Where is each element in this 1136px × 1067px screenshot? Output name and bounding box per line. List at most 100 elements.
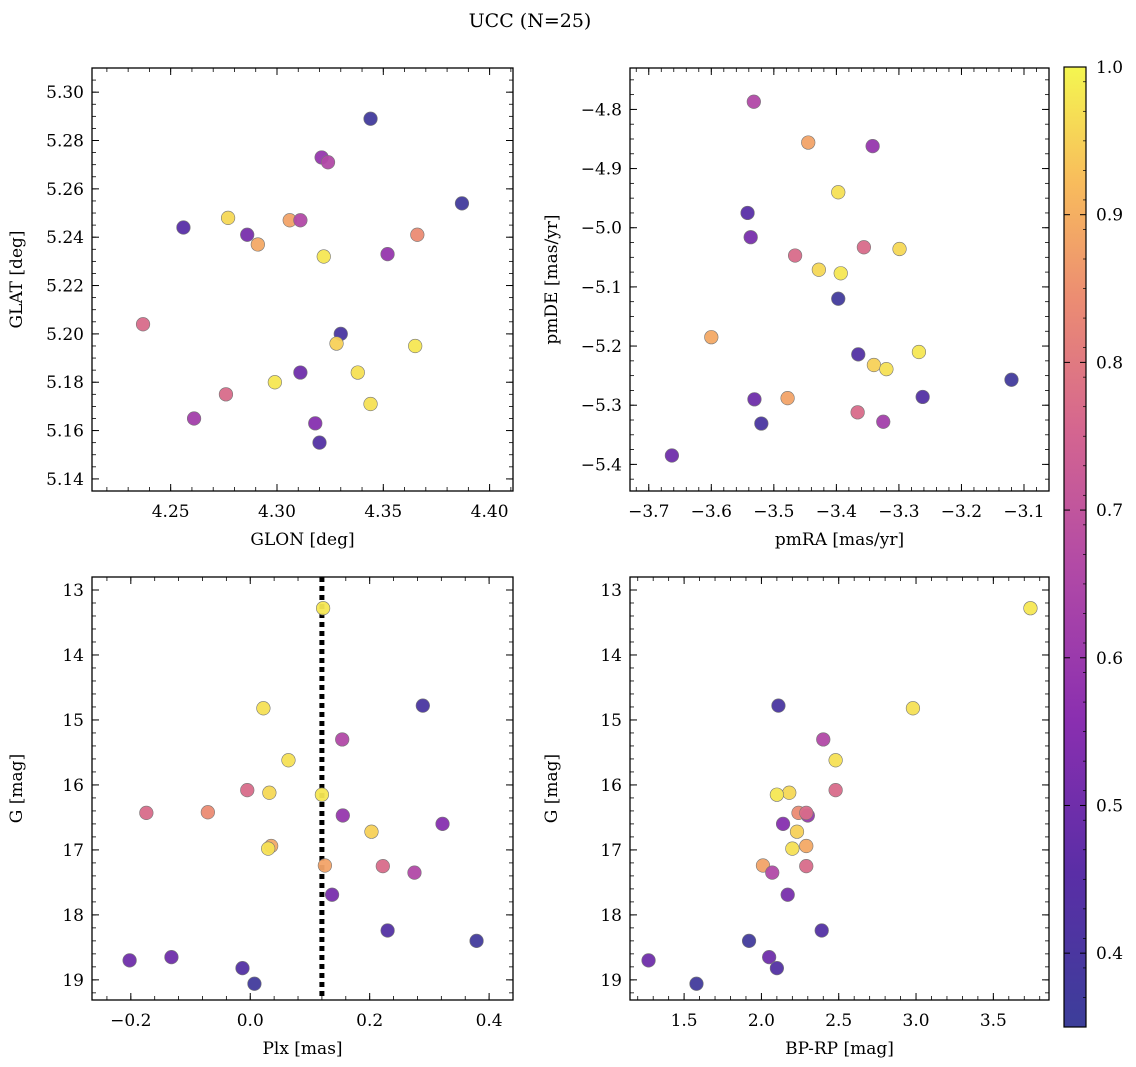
x-tick-label: −3.2 — [941, 502, 982, 522]
data-point — [139, 805, 154, 820]
data-point — [364, 824, 379, 839]
x-tick-label: 4.25 — [152, 502, 190, 522]
data-point — [892, 241, 907, 257]
colorbar-tick-label: 0.4 — [1096, 944, 1123, 964]
data-point — [747, 392, 762, 407]
x-tick-label: 4.35 — [364, 502, 402, 522]
data-point — [262, 785, 277, 800]
data-point — [335, 808, 350, 823]
axes-frame — [629, 576, 1050, 1001]
y-tick-label: 15 — [600, 711, 622, 731]
axes-frame — [91, 67, 514, 492]
y-tick-label: 5.30 — [46, 83, 84, 103]
panel-plx-g: −0.2 0.0 0.2 0.4 13 14 15 16 17 18 19 Plx [mas] G [m… — [7, 576, 514, 1059]
y-tick-label: 13 — [600, 581, 622, 601]
data-point — [831, 185, 846, 200]
data-point — [851, 347, 866, 362]
data-point — [740, 205, 755, 221]
y-axis-label: pmDE [mas/yr] — [542, 214, 562, 344]
data-point — [435, 816, 450, 832]
data-point — [782, 785, 797, 800]
panel-bprp-g: 1.5 2.0 2.5 3.0 3.5 13 14 15 16 17 18 19 BP-RP [mag]… — [542, 576, 1050, 1059]
data-point — [380, 923, 395, 938]
axes-frame — [91, 576, 514, 1001]
x-axis-label: Plx [mas] — [262, 1039, 342, 1059]
y-tick-label: 17 — [600, 841, 622, 861]
ticks: −3.7 −3.6 −3.5 −3.4 −3.3 −3.2 −3.1 −5.4 −5.3 −5.2… — [581, 68, 1050, 522]
data-point — [664, 448, 680, 463]
y-axis-label: GLAT [deg] — [7, 230, 27, 328]
y-tick-label: 5.22 — [46, 277, 84, 297]
data-point — [316, 249, 331, 264]
colorbar-tick-label: 0.7 — [1096, 501, 1123, 521]
axes-frame — [629, 67, 1050, 492]
y-tick-label: 16 — [62, 776, 84, 796]
data-point — [176, 220, 191, 235]
data-point — [240, 783, 255, 798]
ticks: −0.2 0.0 0.2 0.4 13 14 15 16 17 18 19 — [62, 576, 514, 1031]
colorbar: 0.4 0.5 0.6 0.7 0.8 0.9 1.0 — [1063, 58, 1123, 1028]
data-point — [250, 237, 265, 252]
y-tick-label: 5.16 — [46, 422, 84, 442]
data-point — [762, 950, 777, 965]
data-point — [833, 266, 848, 281]
data-point — [218, 387, 234, 402]
y-tick-label: 14 — [62, 646, 84, 666]
x-tick-label: 0.2 — [356, 1011, 383, 1031]
data-point — [293, 365, 308, 380]
data-point — [407, 865, 422, 880]
colorbar-ticks: 0.4 0.5 0.6 0.7 0.8 0.9 1.0 — [1064, 58, 1123, 1028]
y-tick-label: −5.2 — [581, 337, 622, 357]
data-point — [911, 344, 927, 360]
data-point — [850, 405, 865, 420]
x-tick-label: 4.40 — [471, 502, 509, 522]
figure-title: UCC (N=25) — [469, 10, 592, 32]
data-point — [828, 753, 843, 768]
y-tick-label: 19 — [600, 971, 622, 991]
x-tick-label: −0.2 — [110, 1011, 151, 1031]
data-point — [314, 787, 330, 802]
ticks: 1.5 2.0 2.5 3.0 3.5 13 14 15 16 17 18 19 — [600, 576, 1049, 1031]
y-tick-label: 5.28 — [46, 132, 84, 152]
x-tick-label: −3.6 — [691, 502, 732, 522]
data-point — [320, 155, 336, 170]
x-tick-label: −3.5 — [753, 502, 794, 522]
y-tick-label: 13 — [62, 581, 84, 601]
colorbar-tick-label: 0.9 — [1096, 206, 1123, 226]
data-point — [905, 701, 921, 716]
x-tick-label: 4.30 — [258, 502, 296, 522]
y-tick-label: 15 — [62, 711, 84, 731]
x-tick-label: 3.5 — [980, 1011, 1007, 1031]
data-point — [415, 698, 430, 713]
data-point — [689, 976, 704, 991]
data-point — [200, 805, 215, 820]
data-point — [329, 336, 344, 351]
colorbar-gradient — [1063, 66, 1087, 1028]
data-point — [704, 330, 719, 345]
data-point — [408, 338, 423, 354]
data-point — [799, 838, 814, 854]
x-tick-label: 1.5 — [671, 1011, 698, 1031]
data-point — [1023, 601, 1038, 616]
y-tick-label: 18 — [62, 906, 84, 926]
ticks: 4.25 4.30 4.35 4.40 5.14 5.16 5.18 5.20 5.22 5.24… — [46, 67, 513, 522]
y-tick-label: 5.26 — [46, 180, 84, 200]
data-point — [915, 389, 930, 405]
x-tick-label: 2.5 — [825, 1011, 852, 1031]
y-tick-label: 5.24 — [46, 228, 84, 248]
y-tick-label: 5.20 — [46, 325, 84, 345]
data-point — [801, 135, 816, 150]
data-point — [780, 887, 795, 902]
x-tick-label: 3.0 — [903, 1011, 930, 1031]
data-point — [769, 961, 784, 976]
x-tick-label: 2.0 — [748, 1011, 775, 1031]
x-tick-label: 0.0 — [237, 1011, 264, 1031]
data-point — [363, 396, 378, 412]
x-axis-label: BP-RP [mag] — [785, 1039, 894, 1059]
panel-pmra-pmde: −3.7 −3.6 −3.5 −3.4 −3.3 −3.2 −3.1 −5.4 −5.3 −5.2… — [542, 67, 1050, 550]
data-point — [741, 933, 757, 948]
data-point — [876, 414, 891, 429]
data-point — [879, 362, 894, 377]
x-axis-label: pmRA [mas/yr] — [775, 530, 904, 550]
